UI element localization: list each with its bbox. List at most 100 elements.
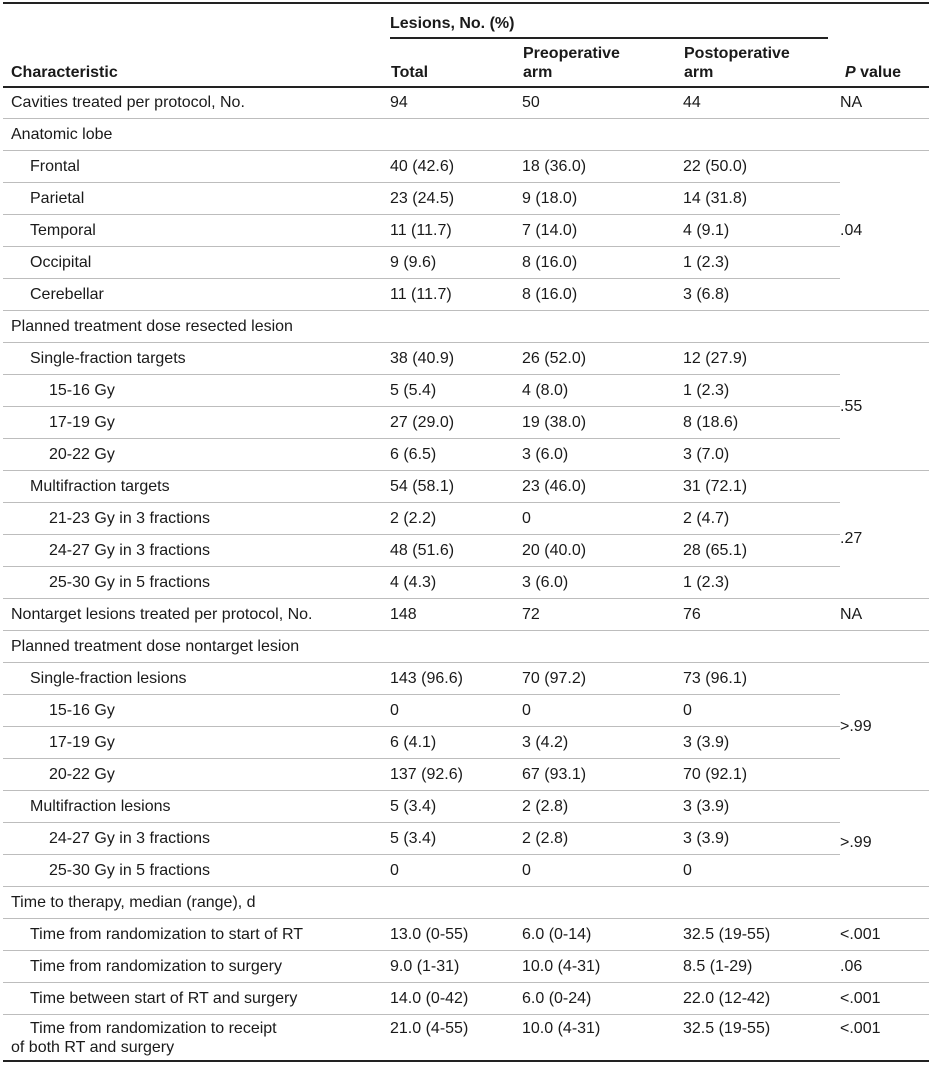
cell-postoperative: 1 (2.3) <box>683 246 840 279</box>
cell-p-value: .55 <box>840 342 929 471</box>
cell-preoperative: 0 <box>522 694 683 727</box>
cell-postoperative: 22.0 (12-42) <box>683 982 840 1015</box>
cell-preoperative: 6.0 (0-24) <box>522 982 683 1015</box>
row-label: 15-16 Gy <box>3 374 390 407</box>
cell-preoperative: 20 (40.0) <box>522 534 683 567</box>
table-row: Single-fraction lesions 143 (96.6) 70 (9… <box>3 662 929 791</box>
cell-postoperative: 0 <box>683 854 840 887</box>
cell-preoperative: 3 (4.2) <box>522 726 683 759</box>
row-label: Cavities treated per protocol, No. <box>11 94 245 111</box>
cell-total: 9.0 (1-31) <box>390 950 522 983</box>
table-row: 15-16 Gy 0 0 0 <box>3 694 929 727</box>
header-postoperative-line2: arm <box>684 64 714 81</box>
row-label: 15-16 Gy <box>3 694 390 727</box>
cell-preoperative: 10.0 (4-31) <box>522 1014 683 1063</box>
cell-postoperative: 14 (31.8) <box>683 182 840 215</box>
header-total: Total <box>391 64 429 81</box>
row-label: Time from randomization to start of RT <box>3 918 390 951</box>
cell-postoperative: 2 (4.7) <box>683 502 840 535</box>
cell-p-value: .06 <box>840 950 929 983</box>
row-label: Time between start of RT and surgery <box>3 982 390 1015</box>
cell-total: 94 <box>390 94 408 111</box>
cell-preoperative: 67 (93.1) <box>522 758 683 791</box>
cell-p-value: <.001 <box>840 918 929 951</box>
cell-total: 2 (2.2) <box>390 502 522 535</box>
cell-p-value: .04 <box>840 150 929 311</box>
cell-total: 27 (29.0) <box>390 406 522 439</box>
cell-preoperative: 6.0 (0-14) <box>522 918 683 951</box>
row-label: 20-22 Gy <box>3 758 390 791</box>
cell-total: 4 (4.3) <box>390 566 522 599</box>
cell-preoperative: 4 (8.0) <box>522 374 683 407</box>
table-row: 21-23 Gy in 3 fractions 2 (2.2) 0 2 (4.7… <box>3 502 929 535</box>
row-label: Parietal <box>3 182 390 215</box>
row-label: 21-23 Gy in 3 fractions <box>3 502 390 535</box>
table-row: Occipital 9 (9.6) 8 (16.0) 1 (2.3) <box>3 246 929 279</box>
header-lesions-spanner: Lesions, No. (%) <box>390 15 515 32</box>
row-label: 17-19 Gy <box>3 726 390 759</box>
p-value-text: .27 <box>840 530 863 547</box>
cell-preoperative: 23 (46.0) <box>522 470 683 503</box>
row-label: Temporal <box>3 214 390 247</box>
cell-p-value: NA <box>840 94 863 111</box>
cell-total: 5 (5.4) <box>390 374 522 407</box>
table-row: Cavities treated per protocol, No. 94 50… <box>3 87 929 119</box>
cell-total: 21.0 (4-55) <box>390 1014 522 1063</box>
cell-preoperative: 8 (16.0) <box>522 246 683 279</box>
header-postoperative-line1: Postoperative <box>684 45 790 62</box>
cell-total: 5 (3.4) <box>390 822 522 855</box>
table-row: 17-19 Gy 27 (29.0) 19 (38.0) 8 (18.6) <box>3 406 929 439</box>
table-row: Time from randomization to surgery 9.0 (… <box>3 950 929 983</box>
table-row: 24-27 Gy in 3 fractions 48 (51.6) 20 (40… <box>3 534 929 567</box>
p-value-text: >.99 <box>840 834 872 851</box>
table-row: Multifraction targets 54 (58.1) 23 (46.0… <box>3 470 929 599</box>
row-label: 25-30 Gy in 5 fractions <box>3 566 390 599</box>
cell-postoperative: 44 <box>683 94 701 111</box>
cell-preoperative: 19 (38.0) <box>522 406 683 439</box>
cell-postoperative: 22 (50.0) <box>683 150 840 183</box>
section-label: Planned treatment dose nontarget lesion <box>3 630 390 663</box>
row-label: Occipital <box>3 246 390 279</box>
cell-p-value: >.99 <box>840 790 929 887</box>
cell-postoperative: 3 (3.9) <box>683 822 840 855</box>
cell-preoperative: 26 (52.0) <box>522 342 683 375</box>
cell-total: 143 (96.6) <box>390 662 522 695</box>
cell-postoperative: 31 (72.1) <box>683 470 840 503</box>
cell-postoperative: 70 (92.1) <box>683 758 840 791</box>
header-bottom-rule <box>3 86 929 88</box>
row-label: 17-19 Gy <box>3 406 390 439</box>
section-label: Time to therapy, median (range), d <box>3 886 390 919</box>
table-bottom-rule <box>3 1060 929 1062</box>
header-p-rest: value <box>855 64 902 81</box>
table-row: 24-27 Gy in 3 fractions 5 (3.4) 2 (2.8) … <box>3 822 929 855</box>
row-label: 24-27 Gy in 3 fractions <box>3 822 390 855</box>
row-label: 20-22 Gy <box>3 438 390 471</box>
table-row: Cerebellar 11 (11.7) 8 (16.0) 3 (6.8) <box>3 278 929 311</box>
table-top-rule <box>3 2 929 4</box>
table-row: Multifraction lesions 5 (3.4) 2 (2.8) 3 … <box>3 790 929 887</box>
row-label: Multifraction targets <box>3 470 390 503</box>
cell-preoperative: 3 (6.0) <box>522 566 683 599</box>
cell-p-value: <.001 <box>840 1014 929 1063</box>
cell-postoperative: 8 (18.6) <box>683 406 840 439</box>
row-label: 25-30 Gy in 5 fractions <box>3 854 390 887</box>
row-label: 24-27 Gy in 3 fractions <box>3 534 390 567</box>
cell-postoperative: 3 (6.8) <box>683 278 840 311</box>
cell-preoperative: 9 (18.0) <box>522 182 683 215</box>
cell-total: 5 (3.4) <box>390 790 522 823</box>
cell-postoperative: 3 (3.9) <box>683 726 840 759</box>
table-section-row: Anatomic lobe <box>3 118 929 151</box>
header-p-italic: P <box>845 64 856 81</box>
row-label: Cerebellar <box>3 278 390 311</box>
cell-total: 0 <box>390 694 522 727</box>
table-row: Frontal 40 (42.6) 18 (36.0) 22 (50.0) .0… <box>3 150 929 311</box>
section-label: Anatomic lobe <box>3 118 390 151</box>
header-spanner-rule <box>390 37 828 39</box>
table-section-row: Time to therapy, median (range), d <box>3 886 929 919</box>
section-label: Planned treatment dose resected lesion <box>3 310 390 343</box>
table-row: Time from randomization to receipt of bo… <box>3 1014 929 1063</box>
header-p-value: P value <box>845 63 901 82</box>
row-label: Single-fraction lesions <box>3 662 390 695</box>
row-label: Multifraction lesions <box>3 790 390 823</box>
